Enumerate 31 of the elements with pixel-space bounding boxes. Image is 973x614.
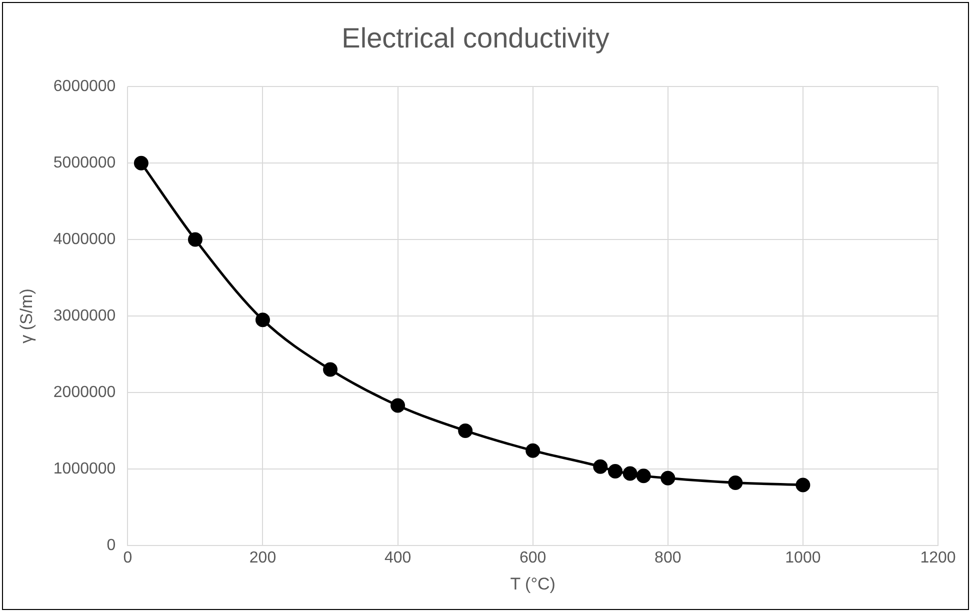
point: [458, 423, 473, 438]
point: [660, 470, 676, 486]
point: [526, 443, 540, 458]
y-tick-label: 2000000: [53, 384, 116, 401]
point: [728, 475, 743, 490]
x-tick-label: 400: [384, 549, 412, 566]
chart-title: Electrical conductivity: [342, 22, 610, 54]
y-tick-label: 3000000: [53, 307, 116, 324]
point: [255, 312, 270, 328]
y-tick-label: 4000000: [53, 230, 116, 248]
y-axis-title: γ (S/m): [16, 288, 36, 344]
point: [622, 466, 638, 481]
point: [134, 156, 148, 170]
y-tick-label: 6000000: [53, 78, 116, 96]
point: [593, 459, 608, 474]
point: [636, 468, 651, 484]
x-tick-label: 600: [519, 549, 546, 566]
x-tick-label: 800: [654, 549, 682, 566]
y-tick-label: 0: [106, 536, 116, 554]
x-axis-title: T (°C): [510, 574, 556, 594]
y-tick-label: 1000000: [53, 460, 116, 478]
y-tick-label: 5000000: [53, 154, 116, 172]
x-tick-label: 1200: [920, 549, 956, 566]
x-tick-label: 1000: [785, 549, 821, 566]
point: [608, 464, 622, 478]
point: [796, 478, 810, 492]
point: [390, 398, 406, 413]
point: [323, 362, 338, 377]
point: [188, 232, 202, 247]
x-tick-label: 200: [249, 549, 276, 566]
x-tick-label: 0: [123, 549, 132, 566]
